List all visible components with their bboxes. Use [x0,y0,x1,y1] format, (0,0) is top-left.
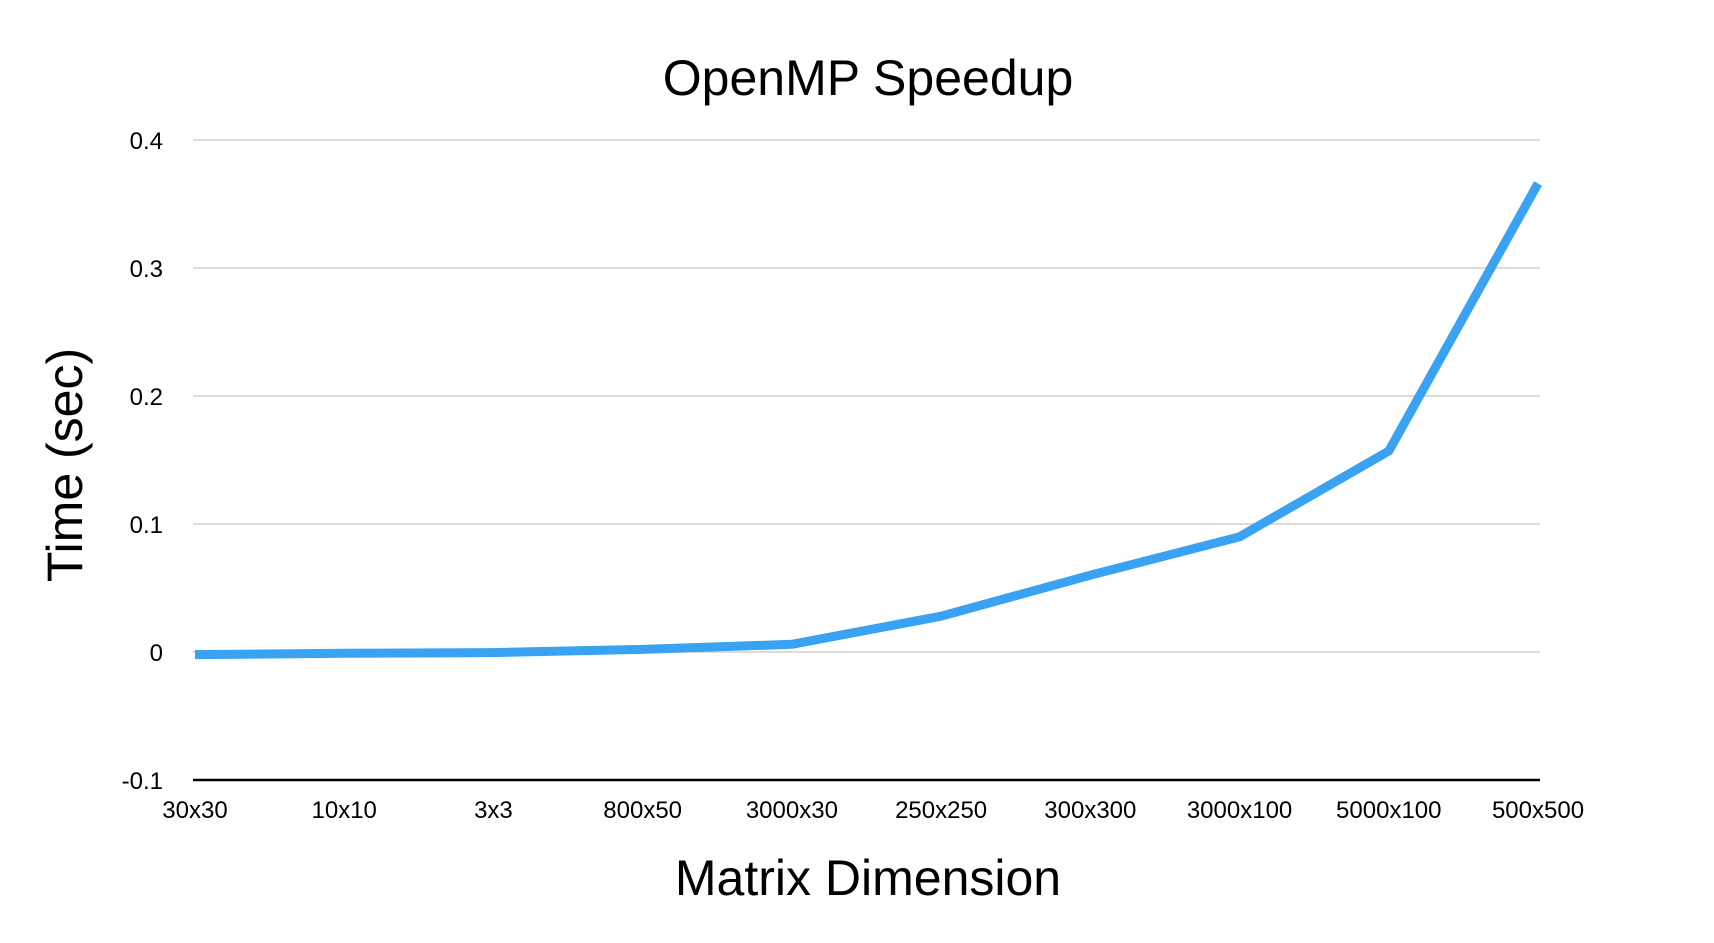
x-tick-label: 5000x100 [1336,797,1441,824]
y-tick-label: -0.1 [122,768,163,795]
x-axis-title: Matrix Dimension [675,850,1061,906]
x-tick-label: 250x250 [895,797,987,824]
series-line [194,181,1542,660]
x-tick-label: 300x300 [1044,797,1136,824]
x-tick-label: 3000x30 [746,797,838,824]
y-tick-label: 0.1 [130,512,163,539]
x-tick-label: 3000x100 [1187,797,1292,824]
y-tick-label: 0 [150,640,163,667]
x-tick-label: 500x500 [1492,797,1584,824]
x-tick-label: 30x30 [162,797,227,824]
gridlines [193,139,1540,653]
chart-title: OpenMP Speedup [663,50,1074,106]
y-tick-labels: 0.4 0.3 0.2 0.1 0 -0.1 [122,128,163,795]
y-tick-label: 0.2 [130,384,163,411]
x-tick-label: 3x3 [474,797,513,824]
y-tick-label: 0.3 [130,256,163,283]
series-lines [194,181,1542,660]
x-tick-label: 800x50 [603,797,682,824]
x-tick-labels: 30x30 10x10 3x3 800x50 3000x30 250x250 300x300… [162,797,1584,824]
y-axis-title: Time (sec) [37,348,93,582]
x-tick-label: 10x10 [312,797,377,824]
y-tick-label: 0.4 [130,128,163,155]
